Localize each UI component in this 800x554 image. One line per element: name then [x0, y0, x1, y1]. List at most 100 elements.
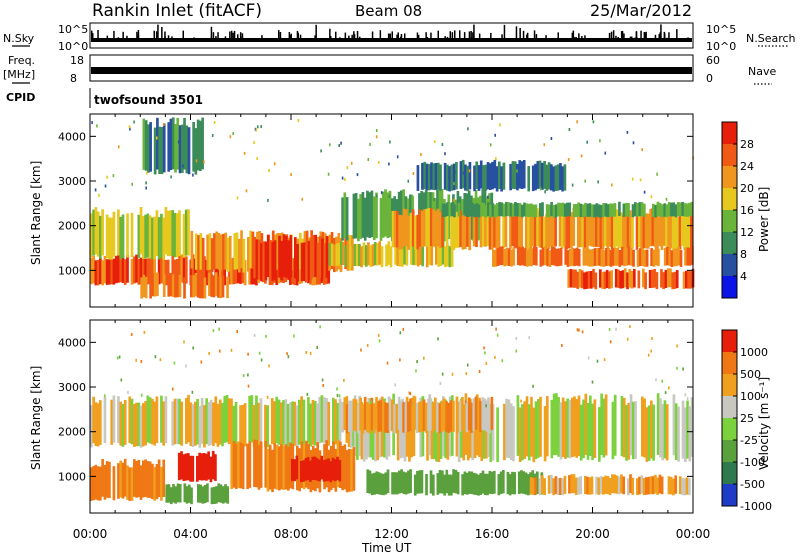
heatmap-speckle	[441, 143, 444, 146]
heatmap-cell	[164, 207, 168, 255]
heatmap-cell	[423, 209, 426, 247]
heatmap-cell	[474, 396, 478, 430]
heatmap-cell	[595, 209, 598, 247]
heatmap-cell	[92, 396, 95, 444]
heatmap-cell	[329, 461, 333, 483]
heatmap-cell	[663, 400, 667, 459]
heatmap-cell	[322, 397, 326, 444]
heatmap-cell	[591, 249, 595, 267]
heatmap-cell	[323, 243, 327, 282]
nsky-bar	[136, 31, 138, 42]
heatmap-cell	[443, 162, 447, 190]
heatmap-cell	[559, 202, 562, 217]
heatmap-cell	[584, 202, 587, 217]
heatmap-cell	[567, 269, 571, 288]
heatmap-cell	[201, 117, 204, 170]
heatmap-speckle	[253, 334, 256, 337]
nave-tick-bottom: 0	[706, 72, 713, 85]
nsky-bar	[557, 32, 559, 42]
heatmap-cell	[688, 478, 691, 496]
heatmap-cell	[586, 403, 590, 460]
heatmap-cell	[454, 469, 458, 494]
heatmap-cell	[117, 396, 120, 443]
heatmap-cell	[162, 217, 166, 260]
heatmap-cell	[656, 393, 660, 455]
heatmap-cell	[354, 193, 358, 239]
heatmap-cell	[375, 192, 378, 239]
heatmap-cell	[498, 246, 502, 266]
heatmap-cell	[493, 211, 496, 248]
nsky-bar	[575, 37, 577, 42]
heatmap-cell	[300, 396, 303, 443]
heatmap-cell	[573, 396, 576, 457]
heatmap-cell	[144, 120, 148, 171]
heatmap-speckle	[154, 355, 157, 359]
heatmap-cell	[464, 164, 467, 191]
heatmap-cell	[453, 204, 456, 218]
heatmap-cell	[656, 215, 659, 250]
heatmap-cell	[391, 210, 395, 248]
nsky-bar	[470, 31, 472, 42]
nsky-bar	[241, 36, 244, 42]
heatmap-speckle	[650, 195, 653, 199]
heatmap-speckle	[265, 334, 267, 338]
heatmap-cell	[411, 209, 415, 247]
nsky-bar	[572, 30, 575, 42]
nsky-bar	[97, 30, 99, 42]
heatmap-cell	[182, 454, 186, 481]
heatmap-cell	[638, 476, 641, 495]
heatmap-speckle	[293, 334, 295, 338]
heatmap-cell	[613, 203, 617, 217]
heatmap-cell	[316, 242, 320, 282]
ytick-label: 3000	[58, 175, 86, 188]
heatmap-cell	[194, 273, 198, 297]
heatmap-speckle	[544, 190, 546, 194]
heatmap-cell	[586, 216, 589, 250]
heatmap-cell	[568, 202, 572, 217]
nsky-bar	[290, 33, 292, 42]
heatmap-cell	[376, 243, 379, 266]
heatmap-cell	[402, 208, 406, 247]
heatmap-cell	[148, 461, 152, 498]
heatmap-cell	[516, 163, 519, 191]
heatmap-cell	[144, 459, 147, 497]
heatmap-cell	[456, 402, 460, 433]
heatmap-cell	[511, 161, 515, 189]
heatmap-speckle	[247, 352, 249, 356]
nsky-bar	[164, 31, 166, 42]
heatmap-cell	[137, 402, 141, 447]
heatmap-cell	[396, 243, 400, 266]
nsky-bar	[237, 34, 239, 42]
heatmap-cell	[318, 396, 322, 444]
heatmap-cell	[280, 444, 283, 490]
heatmap-cell	[541, 247, 545, 266]
heatmap-cell	[578, 269, 582, 288]
power-heatmap	[90, 117, 695, 299]
heatmap-cell	[366, 401, 369, 433]
heatmap-speckle	[104, 184, 107, 188]
heatmap-cell	[548, 204, 551, 218]
heatmap-cell	[197, 235, 200, 271]
heatmap-cell	[178, 484, 182, 503]
heatmap-cell	[117, 254, 120, 283]
heatmap-cell	[439, 243, 443, 266]
heatmap-speckle	[267, 198, 269, 202]
heatmap-cell	[486, 473, 489, 496]
heatmap-cell	[338, 398, 342, 445]
heatmap-cell	[557, 397, 560, 457]
heatmap-speckle	[668, 386, 670, 390]
heatmap-cell	[121, 403, 125, 447]
heatmap-cell	[110, 258, 114, 285]
heatmap-cell	[173, 259, 177, 285]
heatmap-cell	[450, 211, 453, 248]
heatmap-cell	[527, 404, 531, 461]
heatmap-cell	[493, 159, 497, 189]
heatmap-cell	[223, 260, 227, 286]
heatmap-cell	[491, 203, 495, 217]
heatmap-cell	[597, 204, 601, 218]
heatmap-cell	[306, 457, 310, 481]
heatmap-cell	[146, 461, 150, 498]
heatmap-speckle	[629, 325, 631, 329]
heatmap-cell	[530, 396, 533, 457]
heatmap-cell	[682, 271, 686, 289]
